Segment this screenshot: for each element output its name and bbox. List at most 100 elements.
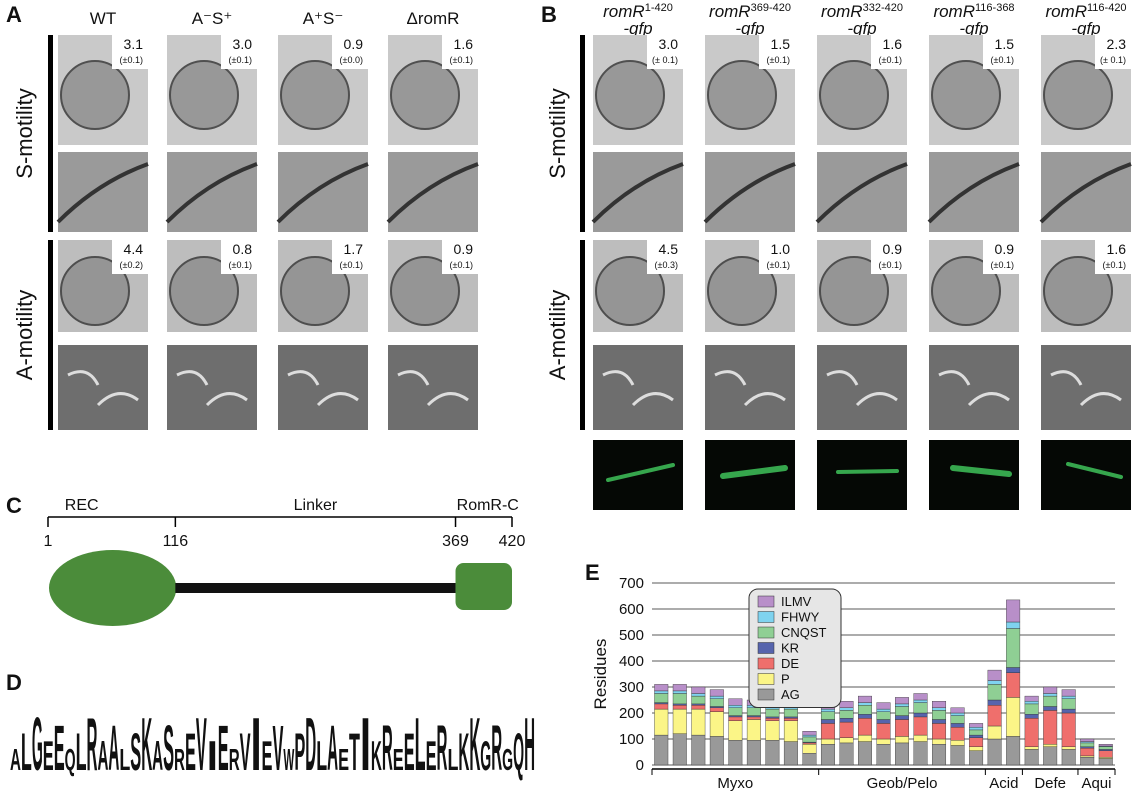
legend-label: CNQST	[781, 625, 827, 640]
bar-segment	[969, 723, 984, 728]
bar-segment	[950, 727, 965, 741]
domain-label: RomR-C	[457, 497, 519, 514]
bar-segment	[1043, 695, 1058, 707]
bar-segment	[1043, 693, 1058, 697]
logo-letter: K	[141, 702, 152, 786]
bar-segment	[691, 734, 706, 766]
value-bg	[442, 240, 478, 274]
logo-letter: E	[262, 734, 273, 780]
construct-range: 1-420	[645, 2, 673, 14]
rec-domain	[48, 550, 177, 626]
logo-letter: T	[349, 722, 360, 782]
bar-segment	[969, 727, 984, 731]
colony	[931, 60, 1001, 130]
y-tick-label: 300	[619, 679, 644, 696]
fluorescent-cell	[836, 469, 899, 474]
motility-value: 1.0	[771, 241, 791, 257]
bar-segment	[969, 729, 984, 736]
value-bg	[647, 240, 683, 274]
bar-segment	[932, 719, 947, 724]
legend-swatch	[757, 595, 775, 608]
logo-letter: L	[316, 734, 327, 780]
legend-label: P	[781, 672, 790, 687]
y-tick-label: 400	[619, 653, 644, 670]
value-bg	[759, 240, 795, 274]
logo-letter: G	[480, 734, 491, 780]
y-tick-label: 500	[619, 627, 644, 644]
bar-segment	[746, 740, 761, 766]
value-bg	[221, 240, 257, 274]
bar-segment	[950, 745, 965, 766]
colony	[819, 60, 889, 130]
bar-segment	[876, 708, 891, 712]
bar-segment	[820, 708, 835, 712]
motility-error: (±0.1)	[991, 260, 1014, 270]
construct-range: 369-420	[751, 2, 791, 14]
bar-segment	[932, 744, 947, 766]
logo-letter: V	[240, 722, 251, 782]
bar-segment	[728, 720, 743, 741]
logo-letter: L	[119, 742, 130, 777]
bar-segment	[858, 714, 872, 719]
bar-segment	[858, 718, 872, 736]
row-label: S-motility	[545, 88, 570, 178]
colony-edge	[165, 162, 258, 224]
motility-value: 3.1	[124, 36, 144, 52]
legend-label: KR	[781, 641, 799, 656]
bar-segment	[1080, 738, 1095, 742]
bar-segment	[969, 734, 984, 738]
bar-segment	[895, 736, 909, 744]
bar-segment	[913, 741, 928, 766]
colony-edge	[1039, 162, 1132, 224]
colony	[280, 60, 350, 130]
position-label: 1	[44, 533, 53, 550]
motility-value: 1.5	[771, 36, 791, 52]
column-header: romR116-368	[933, 2, 1014, 21]
bar-segment	[1024, 701, 1039, 705]
logo-letter: W	[283, 742, 294, 777]
motility-value: 1.6	[454, 36, 474, 52]
bar-segment	[913, 699, 928, 703]
legend-label: ILMV	[781, 594, 812, 609]
motility-error: (±0.3)	[655, 260, 678, 270]
bar-segment	[728, 707, 743, 716]
column-header: ΔromR	[407, 9, 460, 28]
bar-segment	[895, 697, 909, 705]
logo-letter: L	[21, 722, 32, 782]
bar-segment	[728, 705, 743, 709]
bar-segment	[858, 734, 872, 742]
value-bg	[221, 35, 257, 69]
row-bar	[48, 35, 53, 232]
cells	[176, 370, 248, 407]
cells	[714, 370, 786, 407]
y-tick-label: 100	[619, 731, 644, 748]
bar-segment	[876, 702, 891, 710]
logo-letter: R	[174, 742, 185, 777]
bar-segment	[1006, 667, 1021, 673]
logo-letter: D	[305, 702, 316, 786]
motility-error: (±0.1)	[767, 260, 790, 270]
construct-range: 116-368	[975, 2, 1015, 14]
construct-suffix: -gfp	[735, 19, 764, 38]
bar-segment	[913, 734, 928, 742]
bar-segment	[691, 705, 706, 710]
panel-label: C	[6, 493, 22, 518]
value-bg	[112, 35, 148, 69]
bar-segment	[820, 723, 835, 740]
cells	[826, 370, 898, 407]
bar-segment	[987, 725, 1002, 740]
y-axis-label: Residues	[591, 639, 610, 710]
bar-segment	[839, 707, 854, 711]
legend-swatch	[757, 611, 775, 623]
panel-label: A	[6, 2, 22, 27]
group-label: Acid	[989, 775, 1018, 792]
logo-letter: I	[360, 702, 371, 786]
bar-segment	[728, 740, 743, 766]
bar-segment	[709, 707, 724, 712]
logo-letter: L	[76, 722, 87, 782]
value-bg	[1095, 240, 1131, 274]
logo-letter: A	[108, 714, 119, 785]
gene-name: romR	[821, 2, 863, 21]
motility-error: (±0.1)	[450, 260, 473, 270]
